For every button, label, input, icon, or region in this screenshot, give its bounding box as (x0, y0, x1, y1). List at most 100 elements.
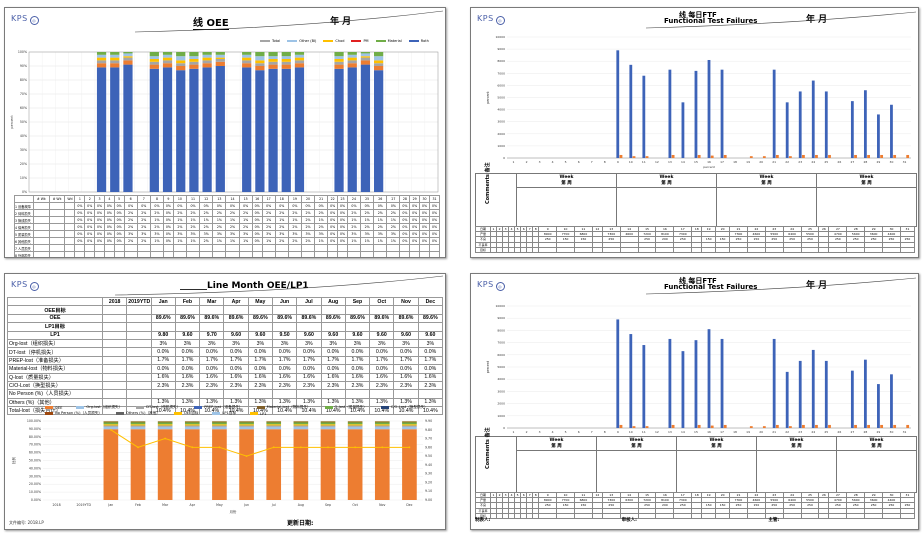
failure-bar (893, 154, 897, 158)
bar-segment (294, 63, 305, 68)
x-tick-label: Jul (271, 503, 276, 507)
comments-cn: 备注 (485, 162, 491, 173)
week-number: 第 周 (661, 181, 672, 186)
y-tick-label: 60.00% (29, 451, 41, 455)
bar-segment (103, 424, 119, 426)
table-cell: 1% (238, 216, 253, 224)
y-tick-label: 80% (20, 78, 27, 82)
table-cell (64, 223, 76, 231)
y2-tick-label: 9.20 (425, 480, 432, 484)
bar-segment (157, 424, 173, 426)
bar-segment (110, 57, 120, 61)
header-cell: Jan (150, 296, 176, 307)
table-cell: 2.3% (344, 380, 371, 391)
table-cell: 0% (84, 202, 96, 210)
bar-segment (334, 61, 344, 65)
y-tick-label: 6000 (497, 353, 505, 357)
bar-segment (202, 52, 212, 55)
bar-segment (189, 56, 199, 59)
bar-segment (212, 426, 227, 430)
bar-segment (374, 424, 390, 426)
kps-logo: KPS ◎ (477, 280, 505, 291)
bar-segment (103, 422, 119, 425)
failure-bar (697, 424, 701, 428)
table-row: 3 换线损失 0% 0% 0% 0% 0% 2% 2% 1% 0% 1% 1% 1% 1% 1% 1% 0% 1%… (14, 216, 441, 224)
table-cell: 0.0% (247, 364, 273, 374)
legend-item: Material-lost（物料损失） (256, 405, 311, 410)
table-cell (715, 512, 731, 519)
legend-label: OEE目标 (183, 411, 199, 415)
table-cell: 2.3% (223, 380, 249, 391)
failure-bar (762, 156, 766, 158)
header-cell: Mar (199, 296, 225, 307)
table-cell: 89.6% (247, 313, 273, 324)
table-cell (261, 251, 276, 257)
y2-tick-label: 9.50 (425, 454, 432, 458)
x-tick-label: 10 (629, 160, 633, 164)
bar-segment (123, 57, 133, 61)
table-cell: 1% (172, 237, 188, 245)
table-cell: 2% (172, 223, 188, 231)
legend-item: Roth (408, 39, 429, 43)
bar-segment (239, 425, 254, 427)
ftf-title-cn: 线 每日FTF (679, 277, 717, 285)
legend-label: Org-lost（组织损失） (86, 405, 123, 409)
y-tick-label: 1000 (497, 414, 505, 418)
table-cell (532, 512, 540, 519)
legend-label: PM (363, 39, 369, 43)
y-tick-label: 8000 (497, 59, 505, 63)
table-cell (48, 209, 66, 217)
bar-segment (281, 52, 291, 57)
table-cell: 0% (409, 223, 421, 231)
footer-left: 文件编号: 2018.LP (9, 520, 44, 526)
table-cell (344, 305, 371, 315)
table-cell: 1.6% (150, 372, 176, 382)
table-cell (199, 305, 225, 315)
table-cell (48, 230, 66, 238)
output-bar (824, 91, 828, 158)
x-tick-label: 11 (642, 160, 646, 164)
legend-item: LP1 (250, 411, 267, 416)
lp1-point (408, 446, 411, 449)
table-cell: 1% (346, 237, 362, 245)
header-cell: 2019YTD (126, 296, 152, 307)
bar-segment (255, 56, 265, 61)
x-tick-label: 11 (642, 430, 646, 434)
x-tick-label: 14 (681, 160, 685, 164)
table-cell: 1% (287, 216, 302, 224)
header-cell: Dec (417, 296, 444, 307)
table-cell: 1% (274, 216, 289, 224)
failure-bar (632, 156, 636, 158)
table-cell (574, 246, 593, 253)
bar-segment (266, 424, 282, 426)
table-cell: 1.7% (247, 355, 273, 366)
table-cell (314, 251, 329, 257)
x-tick-label: 5 (565, 430, 567, 434)
table-cell (828, 246, 848, 253)
table-cell: 2% (199, 237, 214, 245)
y-tick-label: 10000 (495, 304, 505, 308)
table-cell (174, 322, 201, 332)
table-cell: 0% (251, 223, 263, 231)
table-cell (172, 251, 188, 257)
bar-segment (255, 66, 265, 71)
table-cell: 2% (123, 237, 138, 245)
table-cell: 0.0% (296, 347, 322, 357)
table-cell (514, 512, 522, 519)
table-cell: 0% (113, 216, 125, 224)
legend-item: Org-lost（组织损失） (76, 405, 122, 410)
table-cell: 1% (360, 216, 375, 224)
bar-segment (294, 54, 305, 58)
table-cell: 2% (274, 223, 289, 231)
y-tick-label: 5000 (497, 96, 505, 100)
table-cell (113, 251, 125, 257)
week-divider (517, 187, 616, 188)
table-cell: 0% (84, 216, 96, 224)
table-cell (782, 246, 802, 253)
table-cell: 0% (251, 230, 263, 238)
lp1-line (110, 429, 410, 457)
ftf-bar-chart: 0 1000 2000 3000 4000 5000 6000 7000 8000 9000 100… (486, 35, 911, 169)
table-cell (150, 322, 176, 332)
table-cell (409, 244, 421, 252)
table-cell (327, 244, 339, 252)
